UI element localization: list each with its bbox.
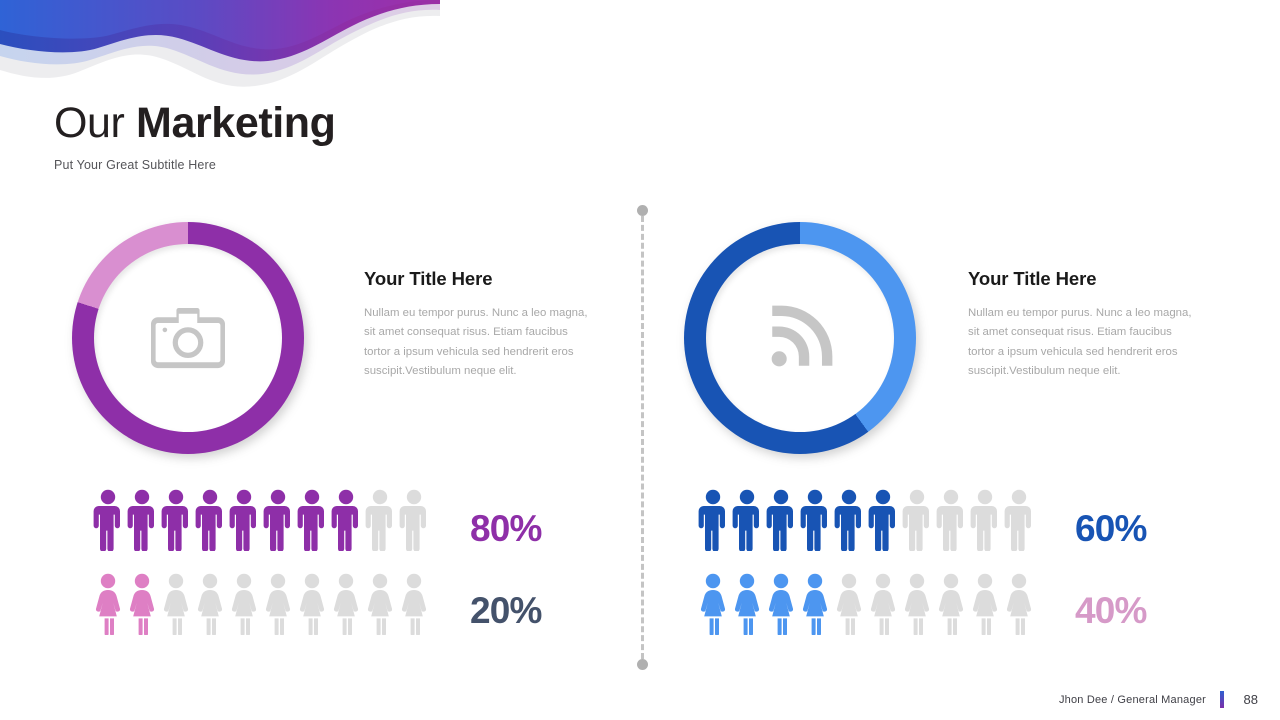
person-male-icon — [732, 489, 759, 551]
slide-header: Our Marketing Put Your Great Subtitle He… — [54, 98, 654, 172]
person-female-icon — [367, 573, 393, 635]
page-title-light: Our — [54, 99, 137, 147]
person-male-icon — [93, 489, 120, 551]
person-female-icon — [972, 573, 998, 635]
person-male-icon — [1004, 489, 1031, 551]
person-male-icon — [834, 489, 861, 551]
person-female-icon — [163, 573, 189, 635]
person-male-icon — [297, 489, 324, 551]
person-female-icon — [333, 573, 359, 635]
donut-hole-right — [706, 244, 894, 432]
footer-page-number: 88 — [1243, 692, 1258, 707]
person-male-icon — [766, 489, 793, 551]
person-female-icon — [231, 573, 257, 635]
person-male-icon — [195, 489, 222, 551]
person-male-icon — [161, 489, 188, 551]
percent-label-female-left: 20% — [470, 590, 542, 631]
info-title-right: Your Title Here — [968, 268, 1097, 289]
person-female-icon — [401, 573, 427, 635]
page-subtitle: Put Your Great Subtitle Here — [54, 158, 216, 172]
pictogram-row-female-left — [93, 573, 429, 635]
person-female-icon — [700, 573, 726, 635]
person-male-icon — [936, 489, 963, 551]
panel-right: Your Title Here Nullam eu tempor purus. … — [615, 0, 1280, 720]
panel-left: Your Title Here Nullam eu tempor purus. … — [72, 222, 596, 635]
pictogram-row-male-right — [698, 489, 1034, 551]
person-male-icon — [698, 489, 725, 551]
person-male-icon — [331, 489, 358, 551]
person-female-icon — [734, 573, 760, 635]
person-female-icon — [768, 573, 794, 635]
divider-dashed-line — [641, 216, 644, 659]
info-title-left: Your Title Here — [364, 268, 493, 289]
person-male-icon — [399, 489, 426, 551]
donut-hole-left — [94, 244, 282, 432]
person-female-icon — [197, 573, 223, 635]
person-male-icon — [229, 489, 256, 551]
info-body-right: Nullam eu tempor purus. Nunc a leo magna… — [968, 307, 1192, 378]
person-female-icon — [802, 573, 828, 635]
page-title: Our Marketing — [54, 98, 654, 148]
slide-footer: Jhon Dee / General Manager 88 — [1059, 691, 1258, 708]
person-female-icon — [95, 573, 121, 635]
info-block-right: Your Title Here Nullam eu tempor purus. … — [968, 268, 1200, 382]
person-female-icon — [938, 573, 964, 635]
person-male-icon — [868, 489, 895, 551]
center-dashed-divider — [637, 205, 648, 670]
person-male-icon — [127, 489, 154, 551]
percent-label-male-right: 60% — [1075, 508, 1147, 549]
person-female-icon — [129, 573, 155, 635]
person-female-icon — [870, 573, 896, 635]
info-body-left: Nullam eu tempor purus. Nunc a leo magna… — [364, 307, 588, 378]
person-female-icon — [836, 573, 862, 635]
person-female-icon — [265, 573, 291, 635]
person-female-icon — [299, 573, 325, 635]
person-male-icon — [902, 489, 929, 551]
person-male-icon — [263, 489, 290, 551]
percent-label-male-left: 80% — [470, 508, 542, 549]
person-female-icon — [1006, 573, 1032, 635]
person-female-icon — [904, 573, 930, 635]
footer-divider-bar — [1220, 691, 1224, 708]
person-male-icon — [970, 489, 997, 551]
camera-icon — [151, 307, 225, 369]
percent-label-female-right: 40% — [1075, 590, 1147, 631]
donut-chart-right[interactable] — [684, 222, 916, 454]
pictogram-row-female-right — [698, 573, 1034, 635]
divider-dot-top — [637, 205, 648, 216]
footer-author: Jhon Dee / General Manager — [1058, 693, 1206, 706]
page-title-bold: Marketing — [136, 99, 336, 147]
person-male-icon — [800, 489, 827, 551]
person-male-icon — [365, 489, 392, 551]
pictogram-row-male-left — [93, 489, 429, 551]
divider-dot-bottom — [637, 659, 648, 670]
donut-chart-left[interactable] — [72, 222, 304, 454]
rss-icon — [771, 305, 833, 367]
info-block-left: Your Title Here Nullam eu tempor purus. … — [364, 268, 596, 382]
